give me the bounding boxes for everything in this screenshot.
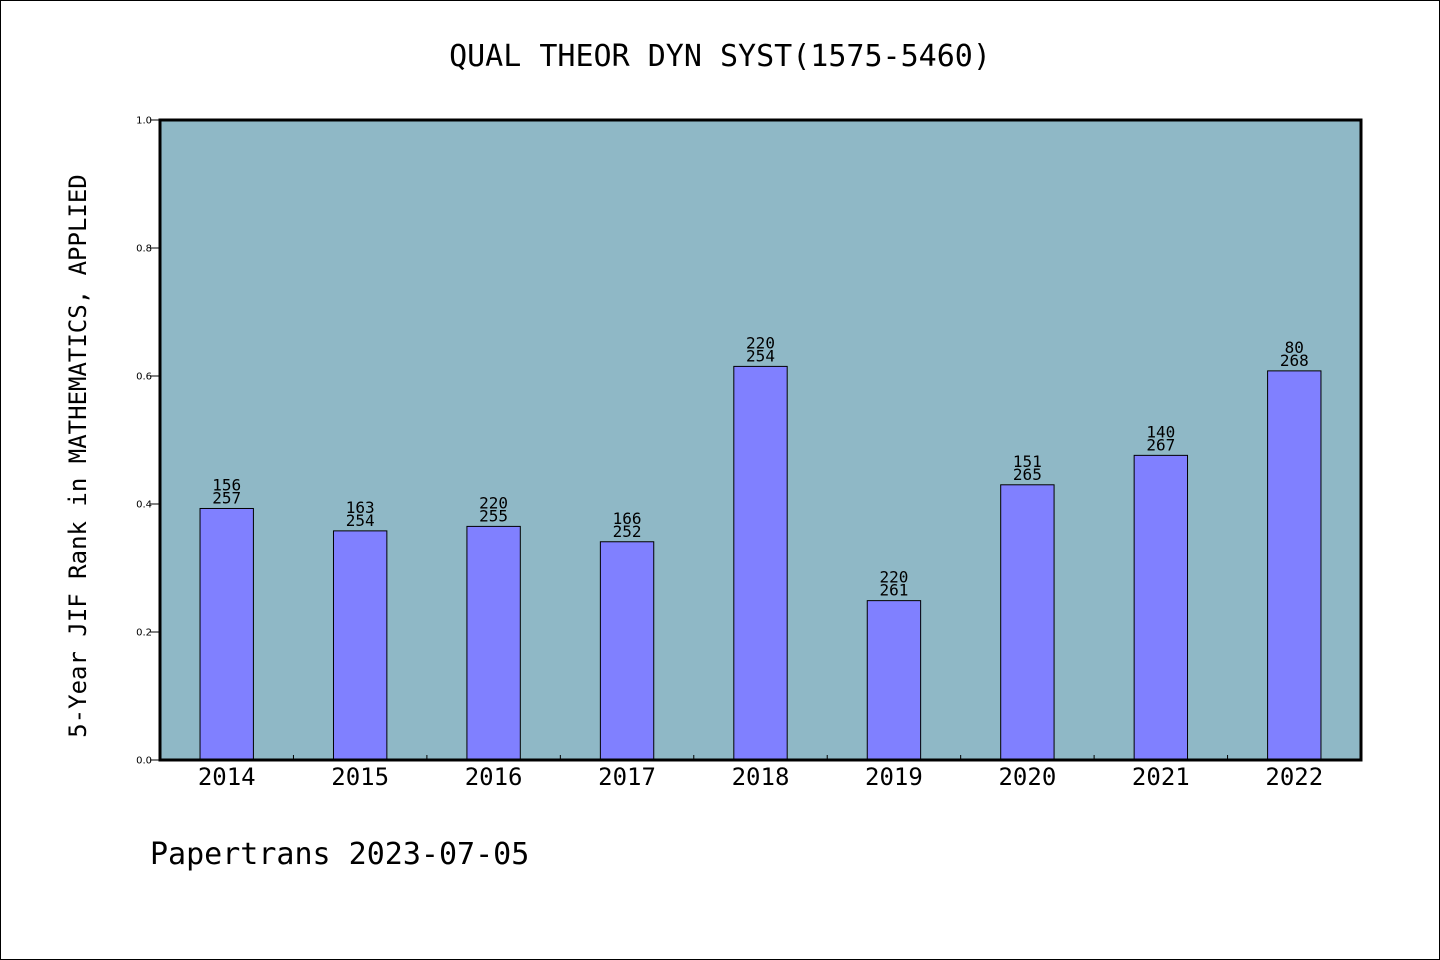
bar-total-label: 255 (479, 506, 508, 525)
y-axis: 0.0 0.2 0.4 0.6 0.8 1.0 (136, 116, 160, 767)
bar-2016 (466, 525, 521, 761)
y-tick-label: 1.0 (136, 116, 152, 127)
bar-total-label: 265 (1013, 465, 1042, 484)
bar-rank-label: 151 (1013, 452, 1042, 471)
bar-total-label: 267 (1146, 435, 1175, 454)
chart-title: QUAL THEOR DYN SYST(1575-5460) (449, 39, 991, 74)
y-tick-label: 0.6 (136, 372, 152, 383)
bar-2017 (599, 541, 655, 761)
x-tick-label: 2015 (331, 763, 389, 791)
bar-rank-label: 220 (879, 568, 908, 587)
bar-2018 (733, 365, 788, 761)
bar-rank-label: 166 (613, 509, 642, 528)
bar-rank-label: 80 (1285, 338, 1304, 357)
bar-2021 (1133, 454, 1189, 761)
footer-credit: Papertrans 2023-07-05 (150, 837, 529, 872)
x-tick-label: 2021 (1132, 763, 1190, 791)
plot-border (158, 118, 1363, 762)
y-tick-label: 0.8 (136, 244, 152, 255)
bar-rank-label: 156 (212, 475, 241, 494)
bar-total-label: 261 (879, 581, 908, 600)
bar-total-label: 268 (1280, 351, 1309, 370)
bars-group (199, 365, 1322, 761)
y-tick-label: 0.2 (136, 628, 152, 639)
y-axis-label: 5-Year JIF Rank in MATHEMATICS, APPLIED (64, 174, 92, 738)
x-tick-label: 2016 (465, 763, 523, 791)
y-tick-label: 0.4 (136, 500, 152, 511)
bar-total-label: 257 (212, 488, 241, 507)
bar-rank-label: 220 (746, 333, 775, 352)
bar-2022 (1267, 370, 1322, 761)
bar-2019 (866, 600, 922, 761)
bar-total-label: 254 (746, 346, 775, 365)
bar-2015 (332, 530, 388, 761)
bar-2020 (1000, 484, 1055, 761)
bar-rank-label: 140 (1146, 422, 1175, 441)
bar-rank-label: 163 (346, 498, 375, 517)
bar-total-label: 254 (346, 511, 375, 530)
bar-total-label: 252 (613, 522, 642, 541)
x-tick-label: 2022 (1265, 763, 1323, 791)
x-axis: 2014 2015 2016 2017 2018 2019 2020 2021 2022 (198, 755, 1323, 791)
x-tick-label: 2020 (998, 763, 1056, 791)
bar-rank-label: 220 (479, 493, 508, 512)
x-tick-label: 2018 (732, 763, 790, 791)
y-tick-label: 0.0 (136, 756, 152, 767)
x-tick-label: 2019 (865, 763, 923, 791)
x-tick-label: 2014 (198, 763, 256, 791)
x-tick-label: 2017 (598, 763, 656, 791)
bar-2014 (199, 507, 254, 761)
